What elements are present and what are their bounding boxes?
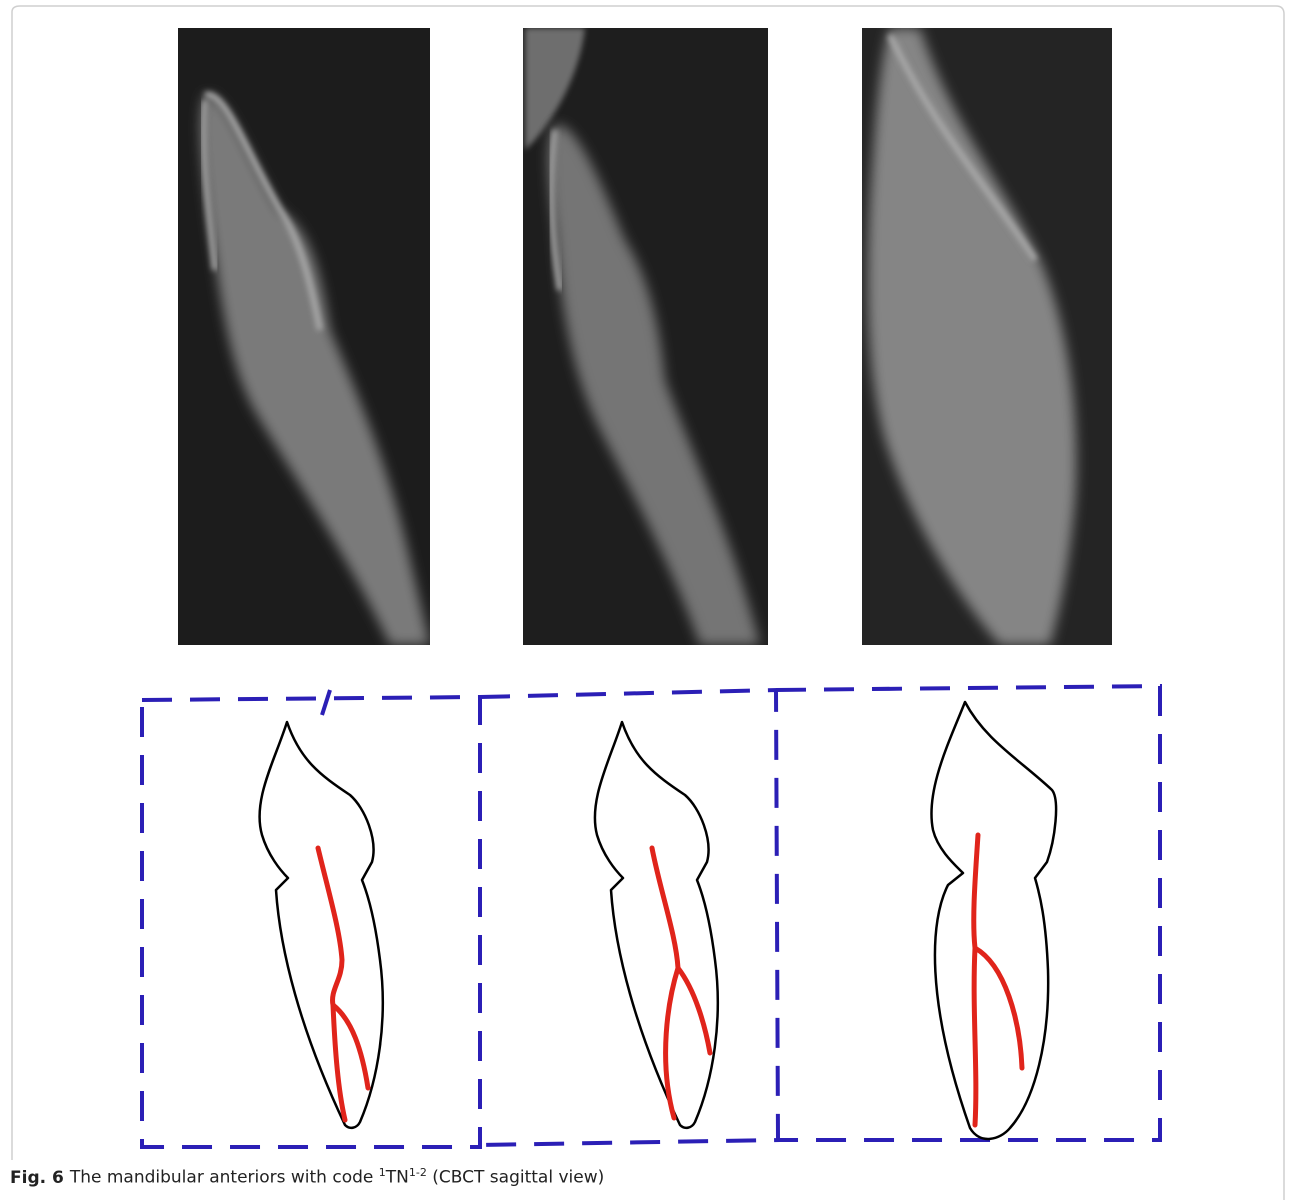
figure-label: Fig. 6 [10, 1168, 64, 1188]
caption-text: The mandibular anteriors with code [70, 1168, 374, 1188]
cbct-image [523, 28, 768, 645]
dashed-boxes [142, 686, 1160, 1147]
dash-stray [322, 690, 330, 715]
caption-code: TN [386, 1168, 409, 1188]
dashed-box [480, 690, 778, 1145]
cbct-image [178, 28, 430, 645]
caption-text: (CBCT sagittal view) [432, 1168, 604, 1188]
caption-superscript: 1-2 [409, 1166, 427, 1179]
canal [975, 948, 1022, 1068]
root-canals [318, 835, 1022, 1125]
canal [678, 968, 710, 1053]
tooth-outline [595, 722, 718, 1128]
cbct-image [862, 28, 1112, 645]
caption: Fig. 6 The mandibular anteriors with code… [10, 1166, 604, 1188]
figure [0, 0, 1290, 1200]
canal [318, 848, 345, 1120]
canal [974, 835, 978, 1125]
dashed-box [776, 686, 1160, 1140]
canal [652, 848, 678, 1118]
tooth-outline [931, 702, 1056, 1139]
caption-superscript: 1 [379, 1166, 386, 1179]
tooth-outlines [260, 702, 1057, 1139]
page: {"figure": {"label": "Fig. 6", "caption"… [0, 0, 1290, 1200]
